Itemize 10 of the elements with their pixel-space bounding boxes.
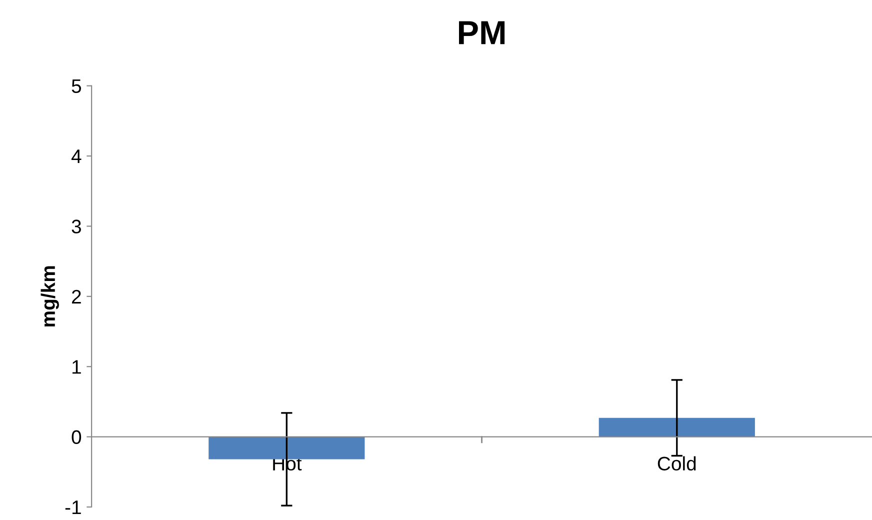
y-axis-title: mg/km	[40, 266, 59, 326]
y-tick-label: 5	[72, 79, 82, 94]
y-tick-label: 2	[72, 290, 81, 304]
y-tick-label: -1	[65, 500, 81, 514]
y-tick-label: 0	[72, 430, 82, 444]
y-tick-label: 1	[72, 360, 81, 374]
x-tick-label: Cold	[658, 456, 696, 471]
y-tick-label: 4	[71, 150, 82, 164]
y-tick-label: 3	[72, 220, 81, 234]
chart-title: PM	[459, 21, 505, 44]
